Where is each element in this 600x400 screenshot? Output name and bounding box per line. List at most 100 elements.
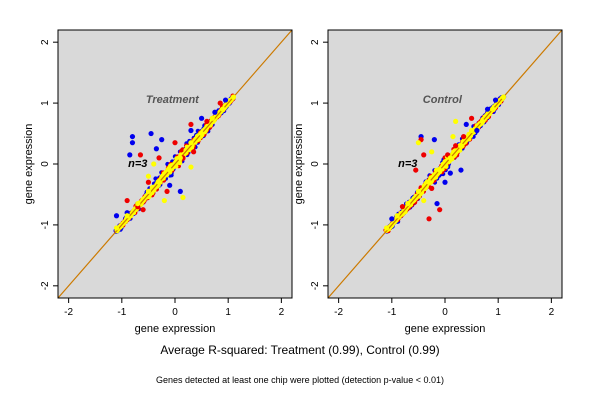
data-point xyxy=(198,130,205,137)
data-point xyxy=(180,194,186,201)
data-point xyxy=(217,100,223,106)
data-point xyxy=(198,115,205,121)
data-point xyxy=(188,164,194,170)
data-point xyxy=(450,133,456,140)
data-point xyxy=(447,170,453,176)
data-point xyxy=(500,94,507,100)
data-point xyxy=(468,127,475,134)
data-point xyxy=(453,143,459,149)
detection-note: Genes detected at least one chip were pl… xyxy=(156,375,444,385)
series-yellow xyxy=(113,94,237,231)
series-blue xyxy=(113,97,229,219)
x-tick-label: 0 xyxy=(442,307,448,318)
data-point xyxy=(204,118,210,124)
data-point xyxy=(394,213,400,219)
series-red xyxy=(399,115,475,222)
x-tick-label: -2 xyxy=(334,307,343,318)
y-tick-label: 0 xyxy=(310,161,321,167)
x-tick-label: 2 xyxy=(279,307,285,318)
data-point xyxy=(447,155,453,161)
data-point xyxy=(429,185,435,191)
data-point xyxy=(479,118,485,124)
data-point xyxy=(191,149,197,155)
data-point xyxy=(129,140,136,146)
data-point xyxy=(172,140,178,146)
x-tick-label: 0 xyxy=(172,307,178,318)
data-point xyxy=(474,127,480,134)
identity-line xyxy=(58,30,292,298)
data-point xyxy=(415,188,422,195)
cloud-point xyxy=(179,148,185,153)
data-point xyxy=(124,197,130,204)
data-point xyxy=(148,130,154,137)
data-point xyxy=(437,207,443,213)
data-point xyxy=(429,149,435,155)
data-point xyxy=(442,179,448,185)
data-point xyxy=(415,140,422,146)
data-point xyxy=(468,115,475,121)
series-red xyxy=(124,100,223,213)
data-point xyxy=(140,207,146,213)
data-point xyxy=(156,155,162,161)
data-point xyxy=(463,121,469,128)
data-point xyxy=(458,167,464,173)
data-point xyxy=(209,115,215,121)
data-point xyxy=(492,97,499,103)
data-point xyxy=(167,167,173,173)
series-yellow xyxy=(383,94,507,231)
plot-area xyxy=(328,30,562,298)
data-point xyxy=(399,204,406,210)
y-tick-label: 1 xyxy=(310,100,321,106)
r-squared-caption: Average R-squared: Treatment (0.99), Con… xyxy=(160,343,440,357)
y-axis-label: gene expression xyxy=(293,124,305,205)
data-point xyxy=(156,179,162,185)
x-axis-label: gene expression xyxy=(135,323,216,335)
data-point xyxy=(458,143,464,149)
data-point xyxy=(490,106,496,112)
data-point xyxy=(220,106,226,112)
data-point xyxy=(383,225,390,231)
cloud-point xyxy=(482,115,488,120)
y-tick-label: 2 xyxy=(40,39,51,45)
data-point xyxy=(177,155,183,161)
data-point xyxy=(127,152,133,158)
data-point xyxy=(124,213,130,219)
data-point xyxy=(389,216,395,222)
y-tick-label: -1 xyxy=(310,220,321,229)
x-axis-label: gene expression xyxy=(405,323,486,335)
data-point xyxy=(212,109,218,115)
plot-area xyxy=(58,30,292,298)
data-point xyxy=(426,179,432,185)
cloud-point xyxy=(184,144,190,149)
data-point xyxy=(461,133,467,140)
y-axis-label: gene expression xyxy=(23,124,35,205)
data-point xyxy=(113,213,120,219)
y-tick-label: -2 xyxy=(40,281,51,290)
data-point xyxy=(145,179,152,185)
data-point xyxy=(159,137,165,143)
data-point xyxy=(421,152,427,158)
series-blue xyxy=(389,97,499,222)
identity-line xyxy=(328,30,562,298)
x-tick-label: -2 xyxy=(64,307,73,318)
data-point xyxy=(431,137,437,143)
data-point xyxy=(437,167,443,173)
data-point xyxy=(188,127,194,134)
data-point xyxy=(453,118,459,124)
sample-count-label: n=3 xyxy=(398,158,417,170)
y-tick-label: 1 xyxy=(40,100,51,106)
data-point xyxy=(484,106,491,112)
data-point xyxy=(188,140,194,146)
data-point xyxy=(113,225,120,231)
data-point xyxy=(129,133,136,140)
panel-1: -2 -1 0 1 2 -2 -1 0 1 2 gene expression gene expres… xyxy=(23,29,293,335)
data-point xyxy=(230,94,237,100)
y-tick-label: 2 xyxy=(310,39,321,45)
data-point xyxy=(434,200,440,207)
data-point xyxy=(145,173,152,179)
scatter-plots: -2 -1 0 1 2 -2 -1 0 1 2 gene expression gene expres… xyxy=(23,29,563,335)
y-tick-label: -1 xyxy=(40,220,51,229)
data-point xyxy=(153,146,159,152)
data-point xyxy=(135,200,141,207)
